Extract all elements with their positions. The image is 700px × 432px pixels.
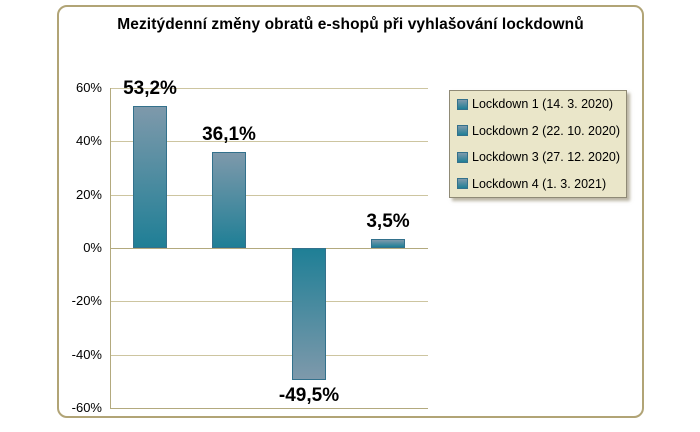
y-axis-tick-label: -40% [71, 347, 102, 362]
legend-item-label: Lockdown 4 (1. 3. 2021) [472, 176, 607, 191]
legend-marker-icon [457, 178, 468, 190]
bar-lockdown-2 [212, 152, 246, 248]
axis-zero-line [110, 408, 428, 409]
y-axis-tick-label: -20% [71, 293, 102, 308]
legend-item-2: Lockdown 2 (22. 10. 2020) [457, 118, 626, 145]
bar-value-label: -49,5% [278, 385, 340, 406]
bar-lockdown-1 [133, 106, 167, 248]
bar-value-label: 3,5% [366, 211, 410, 232]
gridline [110, 195, 428, 196]
y-axis-line [110, 88, 111, 409]
legend: Lockdown 1 (14. 3. 2020) Lockdown 2 (22. … [449, 90, 627, 198]
legend-marker-icon [457, 151, 468, 163]
gridline [110, 301, 428, 302]
bar-lockdown-3 [292, 248, 326, 380]
legend-marker-icon [457, 98, 468, 110]
legend-item-label: Lockdown 2 (22. 10. 2020) [472, 123, 621, 138]
y-axis-tick-label: 40% [75, 133, 102, 148]
chart-title: Mezitýdenní změny obratů e-shopů při vyh… [117, 16, 584, 33]
bar-value-label: 36,1% [202, 124, 256, 145]
legend-item-1: Lockdown 1 (14. 3. 2020) [457, 91, 626, 118]
y-axis-tick-label: -60% [71, 400, 102, 415]
legend-item-label: Lockdown 3 (27. 12. 2020) [472, 150, 621, 165]
axis-zero-line [110, 248, 428, 249]
y-axis-tick-label: 0% [83, 240, 102, 255]
y-axis-tick-label: 60% [75, 80, 102, 95]
gridline [110, 88, 428, 89]
legend-item-label: Lockdown 1 (14. 3. 2020) [472, 97, 614, 112]
gridline [110, 141, 428, 142]
bar-value-label: 53,2% [123, 78, 177, 99]
legend-marker-icon [457, 125, 468, 137]
legend-item-3: Lockdown 3 (27. 12. 2020) [457, 144, 626, 171]
y-axis-tick-label: 20% [75, 187, 102, 202]
legend-item-4: Lockdown 4 (1. 3. 2021) [457, 171, 626, 198]
gridline [110, 355, 428, 356]
bar-lockdown-4 [371, 239, 405, 248]
